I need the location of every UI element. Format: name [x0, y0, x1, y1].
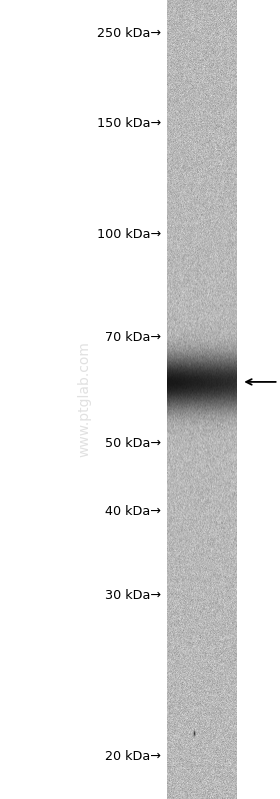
- Text: 250 kDa→: 250 kDa→: [97, 27, 161, 40]
- Text: 100 kDa→: 100 kDa→: [97, 229, 161, 241]
- Text: 20 kDa→: 20 kDa→: [105, 750, 161, 763]
- Text: 150 kDa→: 150 kDa→: [97, 117, 161, 130]
- Text: 40 kDa→: 40 kDa→: [105, 505, 161, 518]
- Text: 50 kDa→: 50 kDa→: [105, 437, 161, 450]
- Text: www.ptglab.com: www.ptglab.com: [77, 341, 91, 458]
- Text: 70 kDa→: 70 kDa→: [105, 331, 161, 344]
- Text: 30 kDa→: 30 kDa→: [105, 589, 161, 602]
